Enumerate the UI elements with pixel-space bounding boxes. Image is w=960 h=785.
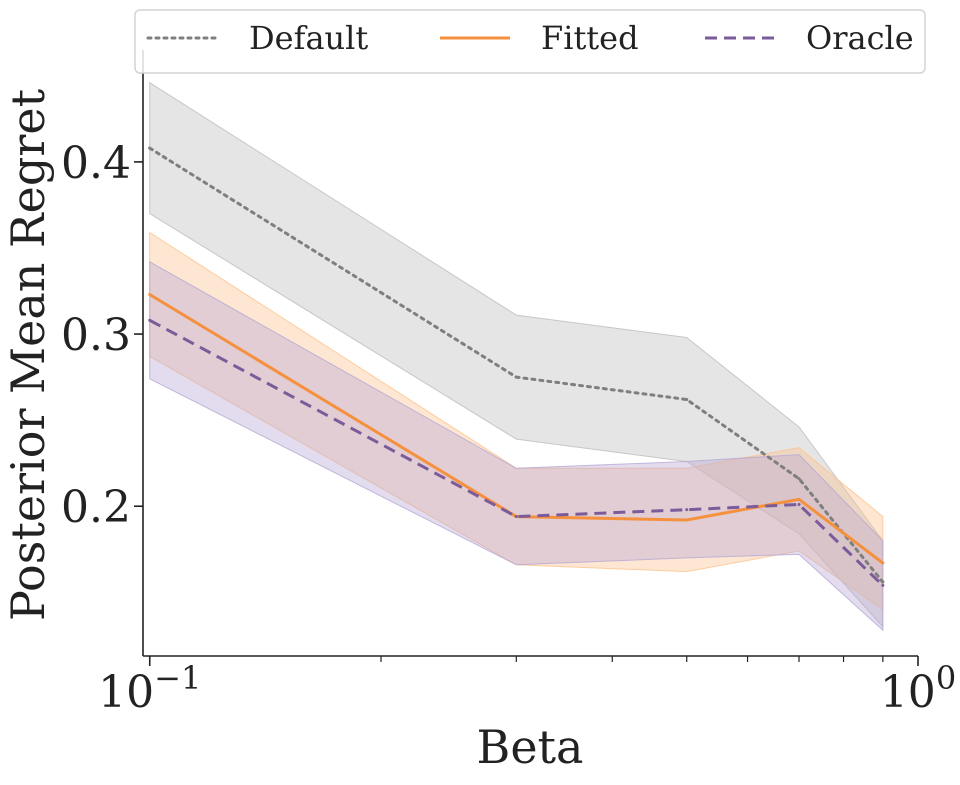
point-default-3 [797,477,801,481]
legend-frame [134,9,926,74]
y-tick-label: 0.3 [61,310,131,361]
x-tick-label: 10−1 [98,659,201,718]
point-fitted-2 [685,518,689,522]
legend-label-default: Default [249,19,368,57]
point-fitted-4 [881,561,885,565]
point-oracle-0 [148,318,152,322]
point-fitted-0 [148,292,152,296]
band-oracle [149,260,884,632]
ticks: 0.2 0.3 0.4 10−1 100 [61,138,956,718]
point-oracle-4 [881,583,885,587]
y-axis-title: Posterior Mean Regret [1,88,55,621]
y-tick-label: 0.2 [61,482,131,533]
x-tick-label: 100 [880,659,956,718]
series-lines [148,146,885,587]
legend-label-fitted: Fitted [541,19,639,57]
confidence-bands [149,81,884,632]
point-default-0 [148,146,152,150]
axes [142,50,918,657]
point-oracle-2 [685,508,689,512]
y-tick-label: 0.4 [61,138,131,189]
point-default-2 [685,397,689,401]
point-fitted-3 [797,497,801,501]
line-oracle [148,318,884,587]
point-default-1 [514,375,518,379]
x-axis-title: Beta [477,720,584,774]
point-default-4 [881,580,885,584]
legend: Default Fitted Oracle [134,9,926,74]
point-oracle-1 [514,515,518,519]
legend-label-oracle: Oracle [806,19,914,57]
point-oracle-3 [797,503,801,506]
